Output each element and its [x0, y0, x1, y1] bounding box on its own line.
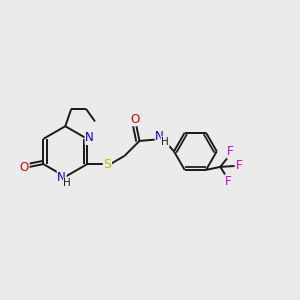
Text: F: F: [236, 159, 243, 172]
Text: H: H: [161, 137, 169, 147]
Text: N: N: [57, 171, 66, 184]
Text: S: S: [103, 158, 111, 171]
Text: F: F: [225, 175, 232, 188]
Text: N: N: [155, 130, 164, 143]
Text: F: F: [227, 145, 234, 158]
Text: O: O: [20, 160, 29, 174]
Text: H: H: [64, 178, 71, 188]
Text: O: O: [130, 113, 140, 126]
Text: N: N: [85, 131, 94, 145]
